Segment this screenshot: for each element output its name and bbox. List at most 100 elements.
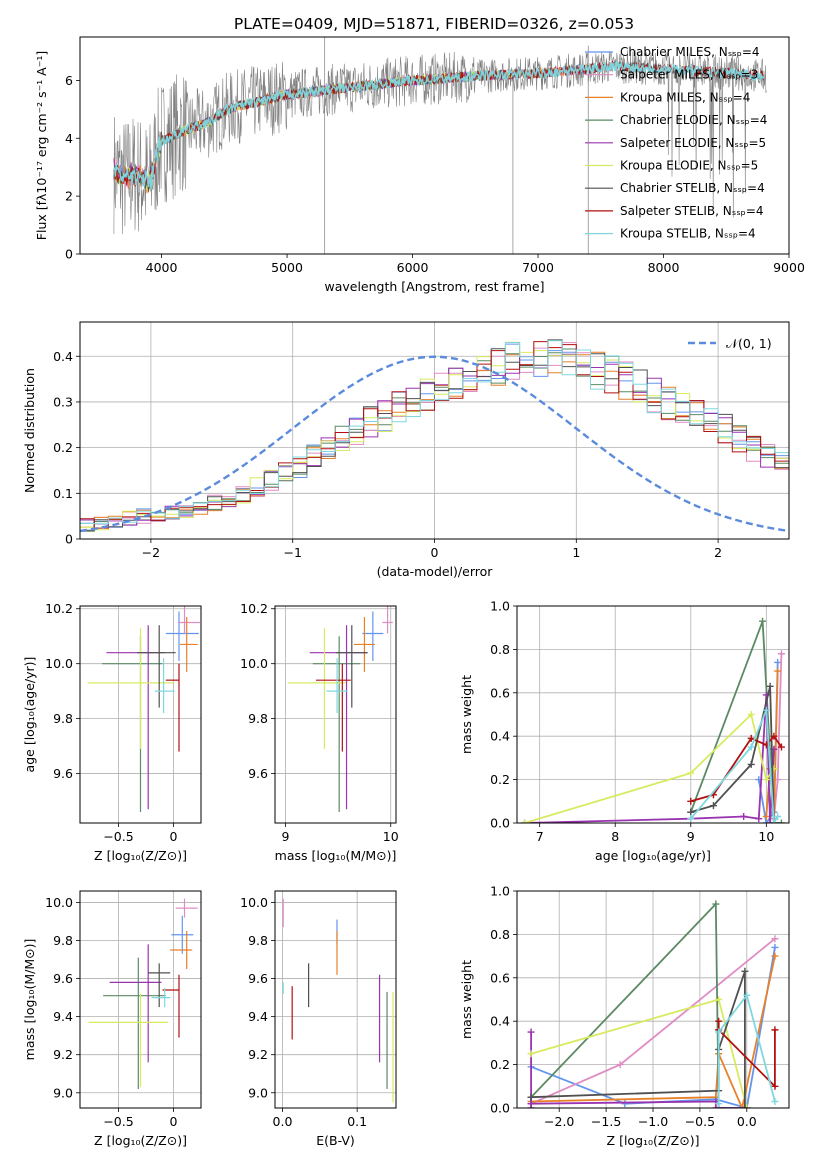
errorbar-point [88,993,168,1088]
tick-label-y: 10.0 [240,895,268,910]
weight-marker [759,617,767,625]
tick-label-x: −0.5 [103,1114,133,1129]
errorbar-point [287,627,346,749]
tick-label-y: 9.8 [53,933,73,948]
errorbar-point [102,636,163,813]
weight-marker [741,967,749,975]
tick-label-y: 9.2 [53,1047,73,1062]
errorbar-point [382,606,393,634]
weight-marker [762,776,770,784]
weight-plot [527,900,779,1108]
errorbar-point [175,898,198,918]
axes-frame [274,890,397,1109]
legend-entry: 𝒩(0, 1) [726,336,772,351]
axis-label-x: (data-model)/error [377,564,494,579]
tick-label-x: −2 [142,545,160,560]
tick-label-y: 1.0 [490,599,510,614]
axis-label-x: Z [log₁₀(Z/Z⊙)] [607,1133,700,1148]
errorbar-point [137,625,176,708]
weight-marker [747,760,755,768]
tick-label-y: 6 [65,73,73,88]
weight-marker [687,808,695,816]
tick-label-x: 10 [383,829,399,844]
errorbar-point [165,611,199,661]
errorbar-point [151,988,171,1008]
weight-marker [747,743,755,751]
legend-entry: Salpeter ELODIE, Nₛₛₚ=5 [620,136,766,150]
errorbar-point [109,944,162,1063]
tick-label-y: 0.0 [490,1101,510,1116]
weight-marker [774,812,782,820]
tick-label-y: 9.8 [248,933,268,948]
tick-label-y: 0.0 [490,816,510,831]
axes-frame [79,890,202,1109]
tick-label-y: 2 [65,189,73,204]
weight-series-line [531,971,746,1108]
legend-entry: Salpeter STELIB, Nₛₛₚ=4 [620,204,764,218]
weight-marker [766,682,774,690]
weight-series-line [530,998,748,1108]
tick-label-y: 10.0 [45,895,73,910]
errorbar-point [154,658,175,714]
errorbar-point [177,606,200,634]
axes-spectrum: 4000 5000 6000 7000 8000 9000 0 2 4 6 wavelength [… [34,51,805,294]
histogram-series [80,339,789,531]
weight-marker [774,667,782,675]
weight-marker [770,819,778,823]
tick-label-y: 9.0 [248,1085,268,1100]
tick-label-y: 0.2 [53,440,73,455]
tick-label-y: 0.4 [53,349,73,364]
gaussian-curve [80,355,789,533]
axes-mass_vs_Z: −0.5 0 9.0 9.2 9.4 9.6 9.8 10.0 Z [log₁₀(Z/Z⊙)] m… [22,891,201,1148]
tick-label-y: 9.8 [248,711,268,726]
axes-age_vs_mass: 9 10 9.6 9.8 10.0 10.2 mass [log₁₀(M/M⊙)] [240,601,399,863]
tick-label-x: 0.0 [273,1114,293,1129]
weight-marker [521,819,529,823]
weight-marker [527,1100,535,1108]
weight-marker [747,711,755,718]
tick-label-x: −1.0 [638,1114,668,1129]
tick-label-x: 10 [758,829,774,844]
legend-entry: Chabrier MILES, Nₛₛₚ=4 [620,45,760,59]
tick-label-x: 6000 [397,260,429,275]
weight-marker [715,996,723,1003]
errorbar-point [180,616,198,672]
legend-entry: Kroupa STELIB, Nₛₛₚ=4 [620,227,756,241]
tick-label-y: 0.3 [53,394,73,409]
errorbar-point [353,616,375,672]
tick-label-y: 9.6 [248,971,268,986]
axes-frame [79,321,790,540]
weight-marker [771,943,779,951]
weight-marker [621,1100,629,1108]
tick-label-y: 9.8 [53,711,73,726]
weight-marker [743,1104,751,1108]
histogram-plot [80,339,789,533]
weight-marker [777,819,785,823]
weight-plot [521,617,785,823]
tick-label-y: 9.6 [53,971,73,986]
tick-label-y: 0.2 [490,772,510,787]
tick-label-y: 0.2 [490,1057,510,1072]
axes-frame [516,605,790,824]
weight-marker [687,769,695,777]
tick-label-x: 2 [714,545,722,560]
errorbar-point [87,627,174,749]
weight-marker [687,797,695,805]
tick-label-x: 1 [572,545,580,560]
axis-label-x: mass [log₁₀(M/M⊙)] [275,848,397,863]
errorbar-point [165,663,180,752]
axis-label-y: Flux [fλ10⁻¹⁷ erg cm⁻² s⁻¹ A⁻¹] [34,51,49,240]
tick-label-x: −0.5 [685,1114,715,1129]
axis-label-y: mass weight [459,960,474,1039]
axes-frame [274,605,397,824]
weight-marker [774,658,782,666]
weight-marker [762,819,770,823]
tick-label-y: 10.0 [45,656,73,671]
errorbar-plot [282,898,394,1103]
tick-label-y: 9.0 [53,1085,73,1100]
weight-marker [762,812,770,820]
tick-label-x: 0 [431,545,439,560]
weight-marker [527,1093,535,1101]
tick-label-y: 10.2 [240,601,268,616]
